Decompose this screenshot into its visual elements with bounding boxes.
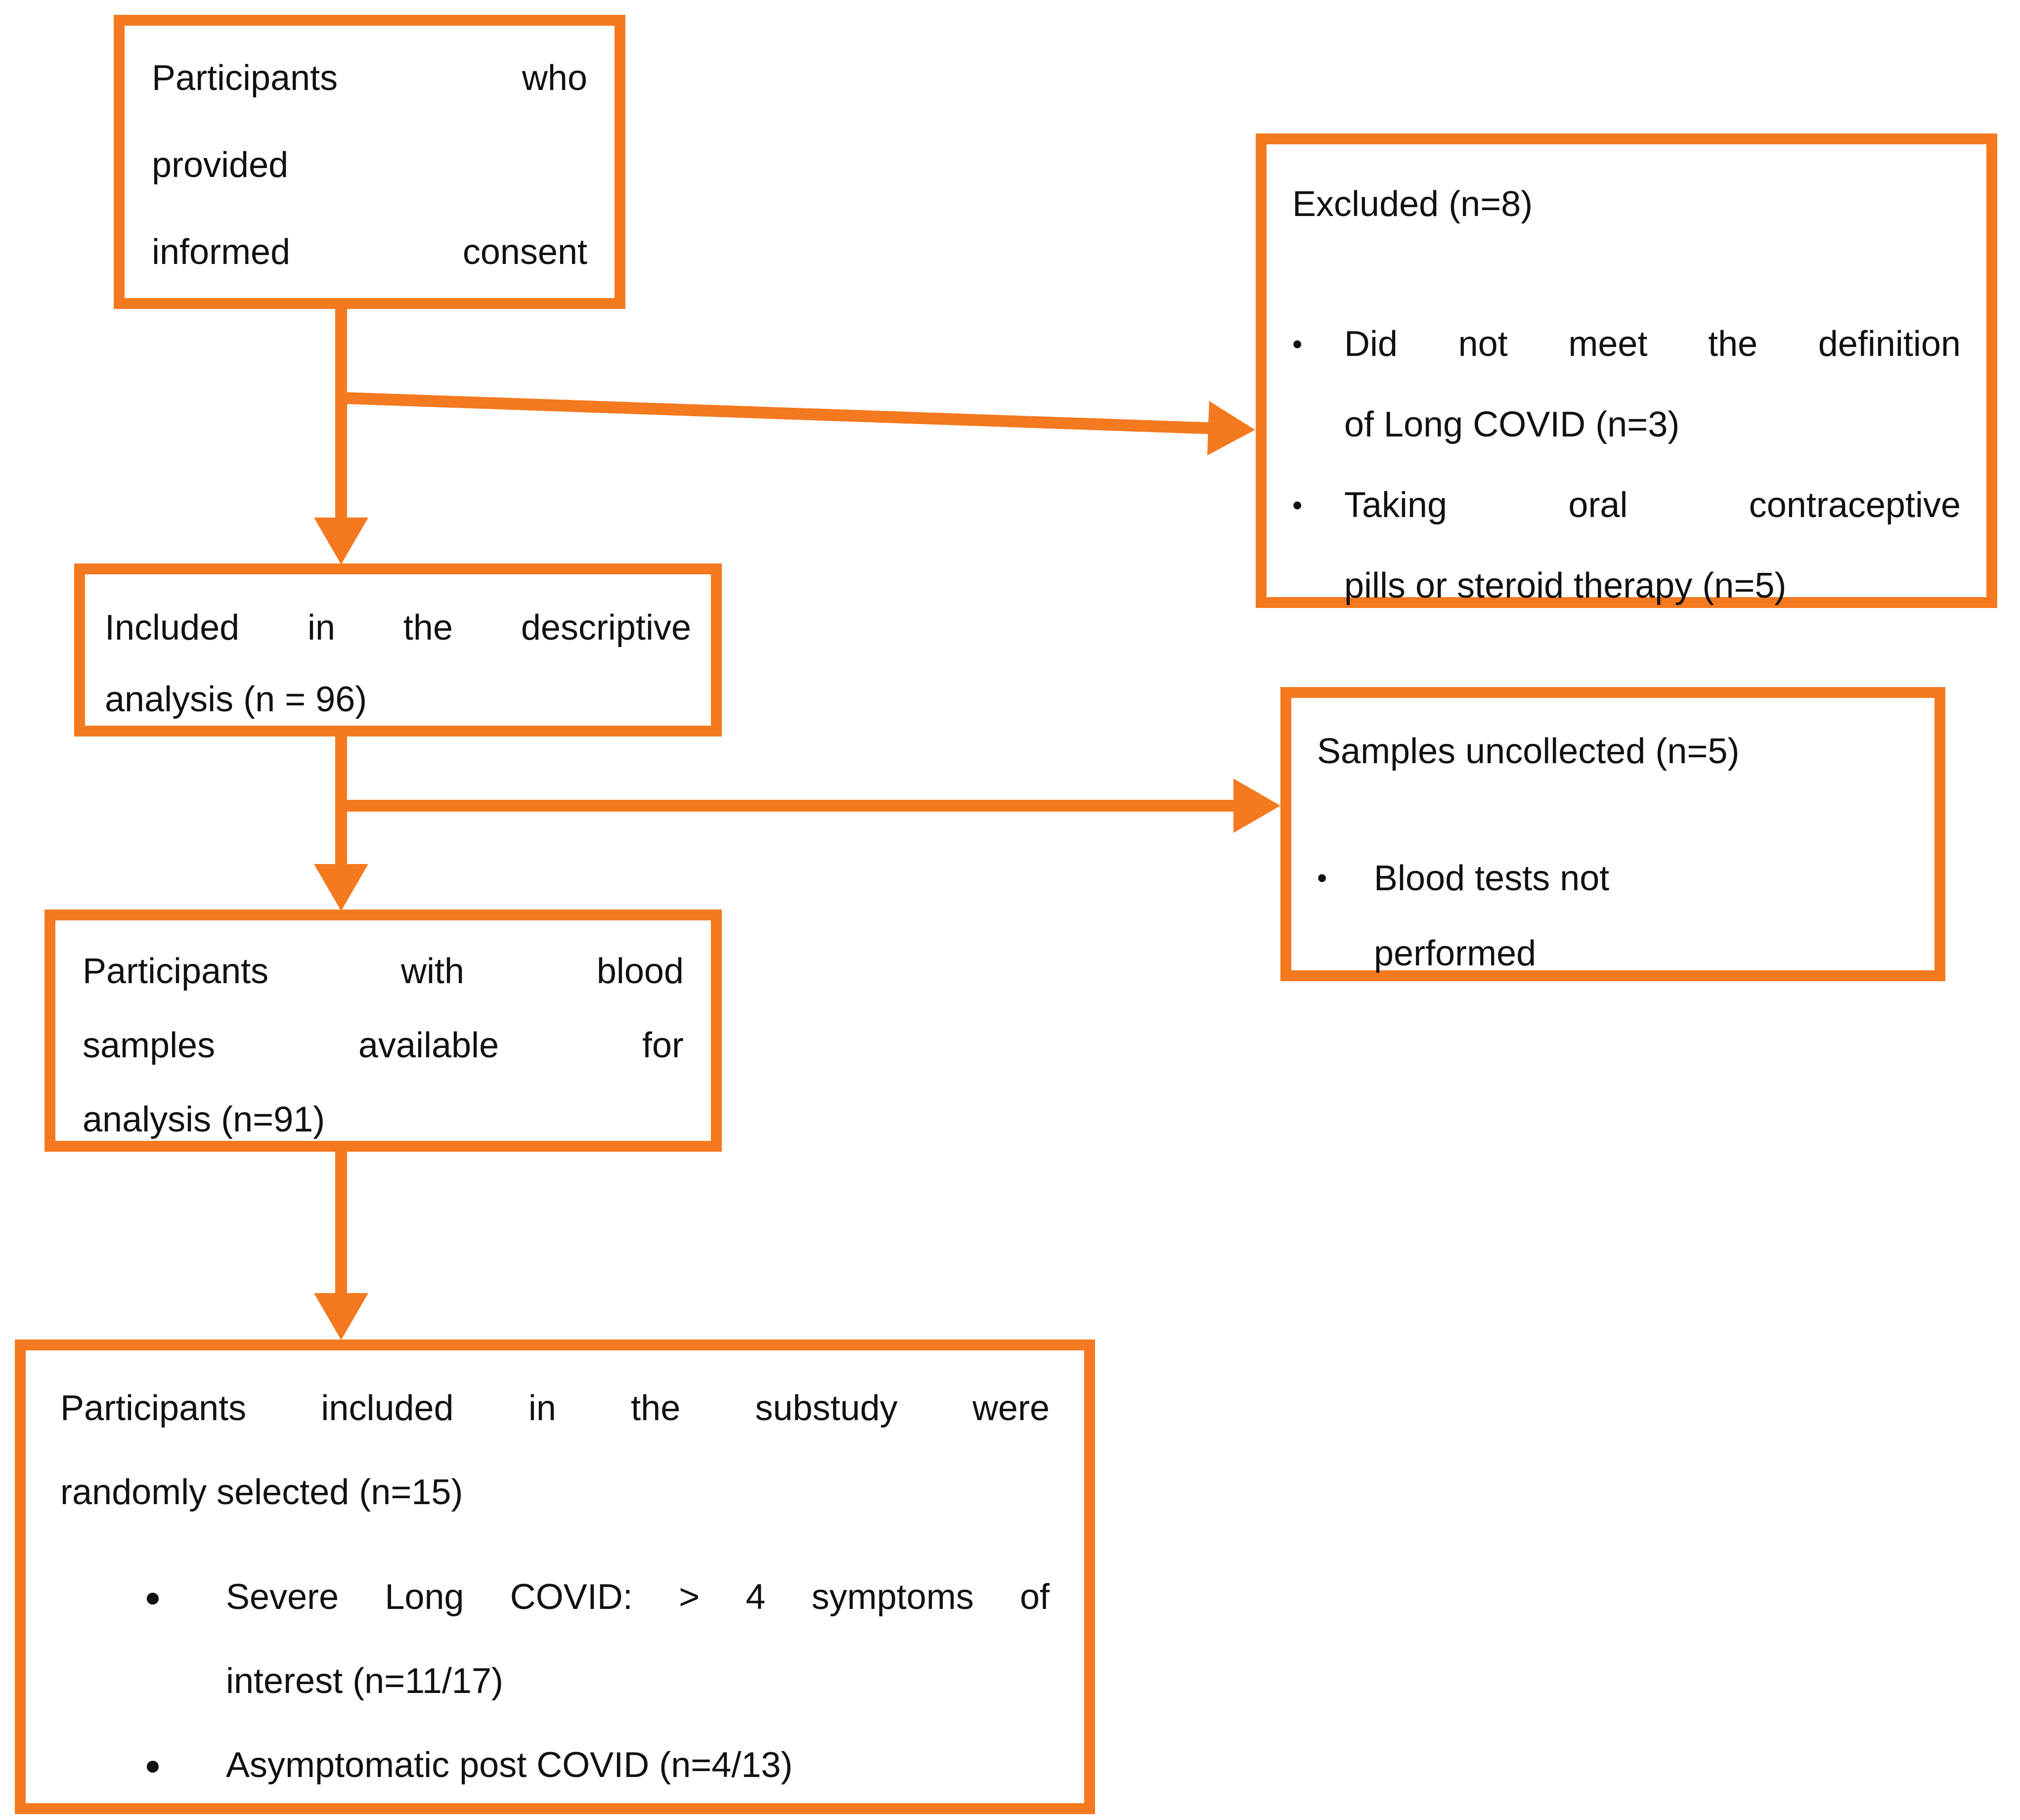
text-line: randomly selected (n=15) [60,1473,463,1512]
bullet-text: Blood tests not performed [1374,841,1909,991]
list-item: ● Severe Long COVID: > 4 symptoms of int… [60,1555,1050,1723]
box-blood-samples: Participants with blood samples availabl… [44,910,722,1152]
text-line: of Long COVID (n=3) [1344,405,1680,444]
bullet-icon: • [1292,328,1303,360]
text-line: Participants included in the substudy we… [60,1388,1050,1428]
box-title: Excluded (n=8) [1292,184,1533,224]
arrow-shaft [341,800,1234,812]
text-line: Blood tests not [1374,859,1610,898]
bullet-text: Asymptomatic post COVID (n=4/13) [226,1723,1050,1807]
arrowhead-right-icon [1233,779,1280,833]
text-line: samples available for [83,1026,684,1065]
box-excluded: Excluded (n=8) • Did not meet the defini… [1256,133,1997,608]
arrow-blood-to-substudy [335,1151,347,1293]
arrow-to-samples-uncollected [341,779,1280,833]
bullet-icon: ● [144,1581,161,1612]
text-line: analysis (n = 96) [105,680,367,719]
arrowhead-right-icon [1207,401,1256,457]
text-line: interest (n=11/17) [226,1661,503,1701]
arrow-consent-to-descriptive [335,308,347,518]
arrowhead-down-icon [314,518,368,564]
text-line: Participants who [152,58,587,98]
arrow-to-excluded [341,392,1256,457]
box-samples-uncollected: Samples uncollected (n=5) • Blood tests … [1280,687,1945,981]
bullet-text: Did not meet the definition of Long COVI… [1344,304,1961,465]
text-line: Asymptomatic post COVID (n=4/13) [226,1745,793,1785]
box-informed-consent: Participants who provided informed conse… [114,15,625,309]
blank-line [1292,245,1961,304]
blank-line [60,1534,1050,1555]
text-line: analysis (n=91) [83,1100,325,1139]
text-line: informed consent [152,232,587,272]
box-substudy: Participants included in the substudy we… [15,1340,1095,1814]
arrowhead-down-icon [314,864,368,911]
box-title: Samples uncollected (n=5) [1317,732,1740,771]
bullet-icon: • [1292,489,1303,521]
text-line: Did not meet the definition [1344,324,1961,364]
list-item: • Blood tests not performed [1317,841,1909,991]
text-line: pills or steroid therapy (n=5) [1344,566,1787,606]
text-line: provided [152,145,289,185]
text-line: Included in the descriptive [105,608,691,648]
list-item: • Taking oral contraceptive pills or ste… [1292,465,1961,626]
arrow-shaft [341,392,1210,434]
box-descriptive-analysis: Included in the descriptive analysis (n … [74,563,722,737]
list-item: ● Asymptomatic post COVID (n=4/13) [60,1723,1050,1807]
text-line: Severe Long COVID: > 4 symptoms of [226,1577,1050,1617]
arrowhead-down-icon [314,1293,368,1340]
bullet-text: Taking oral contraceptive pills or stero… [1344,465,1961,626]
bullet-text: Severe Long COVID: > 4 symptoms of inter… [226,1555,1050,1723]
bullet-icon: ● [144,1749,161,1780]
list-item: • Did not meet the definition of Long CO… [1292,304,1961,465]
bullet-icon: • [1317,862,1327,894]
text-line: Taking oral contraceptive [1344,485,1961,525]
blank-line [1317,789,1909,841]
text-line: Participants with blood [83,952,684,991]
text-line: performed [1374,934,1537,973]
